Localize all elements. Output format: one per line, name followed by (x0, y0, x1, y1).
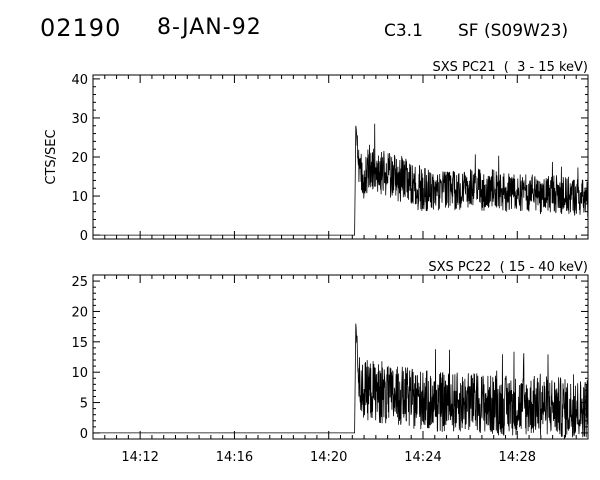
y-tick-label: 10 (71, 190, 88, 205)
panel-label-pc22: SXS PC22 ( 15 - 40 keV) (428, 260, 588, 275)
y-tick-label: 25 (71, 275, 88, 290)
y-tick-label: 0 (80, 427, 88, 442)
x-tick-label: 14:12 (121, 450, 158, 465)
y-tick-label: 20 (71, 305, 88, 320)
panel-label-pc21: SXS PC21 ( 3 - 15 keV) (432, 60, 588, 75)
y-tick-label: 0 (80, 229, 88, 244)
event-id: 02190 (40, 14, 122, 42)
panel-pc22: SXS PC22 ( 15 - 40 keV) 0 5 10 15 20 25 14:12… (71, 260, 589, 465)
y-tick-label: 15 (71, 336, 88, 351)
y-tick-label: 20 (71, 151, 88, 166)
y-tick-label: 10 (71, 366, 88, 381)
flare-location: SF (S09W23) (458, 21, 569, 41)
y-tick-label: 30 (71, 112, 88, 127)
x-tick-label: 14:20 (310, 450, 347, 465)
panel-pc21: SXS PC21 ( 3 - 15 keV) CTS/SEC 0 10 20 30 40 (44, 60, 589, 244)
event-date: 8-JAN-92 (157, 15, 262, 40)
series-line-pc21 (93, 123, 589, 236)
y-tick-label: 5 (80, 397, 88, 412)
y-axis-label-pc21: CTS/SEC (44, 129, 59, 184)
x-tick-label: 14:16 (216, 450, 253, 465)
x-tick-label: 14:28 (499, 450, 536, 465)
flare-class: C3.1 (384, 21, 423, 41)
y-tick-label: 40 (71, 73, 88, 88)
plot-frame-pc21 (92, 74, 589, 240)
x-tick-label: 14:24 (404, 450, 441, 465)
series-line-pc22 (93, 323, 589, 438)
